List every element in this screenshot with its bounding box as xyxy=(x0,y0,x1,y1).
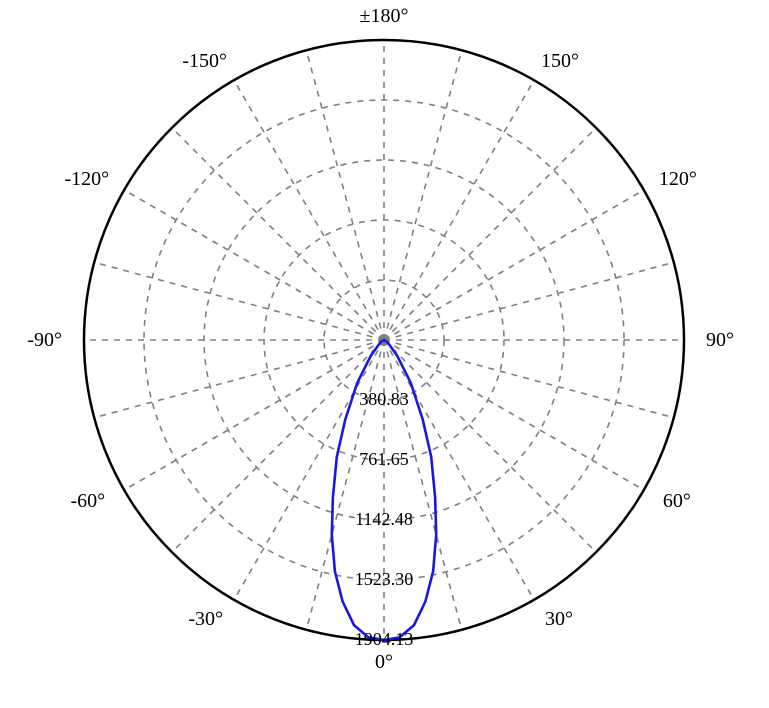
angle-label: 120° xyxy=(659,168,697,190)
angle-label: 90° xyxy=(706,329,734,351)
angle-label: -150° xyxy=(182,50,227,72)
radial-label: 1904.13 xyxy=(355,629,414,649)
radial-label: 1142.48 xyxy=(355,509,413,529)
angle-label: -120° xyxy=(64,168,109,190)
polar-chart-svg: 380.83 761.65 1142.48 1523.30 1904.13 ±180° 15… xyxy=(0,0,769,708)
angle-label: 150° xyxy=(541,50,579,72)
radial-label: 1523.30 xyxy=(355,569,414,589)
radial-label: 380.83 xyxy=(359,389,409,409)
radial-label: 761.65 xyxy=(359,449,409,469)
angle-label: 30° xyxy=(545,608,573,630)
angle-label: -60° xyxy=(70,490,105,512)
angle-label: 60° xyxy=(663,490,691,512)
angle-label: ±180° xyxy=(360,5,409,27)
polar-chart: 380.83 761.65 1142.48 1523.30 1904.13 ±180° 15… xyxy=(0,0,769,708)
angle-label: -30° xyxy=(188,608,223,630)
angle-label: 0° xyxy=(375,651,393,673)
angle-label: -90° xyxy=(27,329,62,351)
